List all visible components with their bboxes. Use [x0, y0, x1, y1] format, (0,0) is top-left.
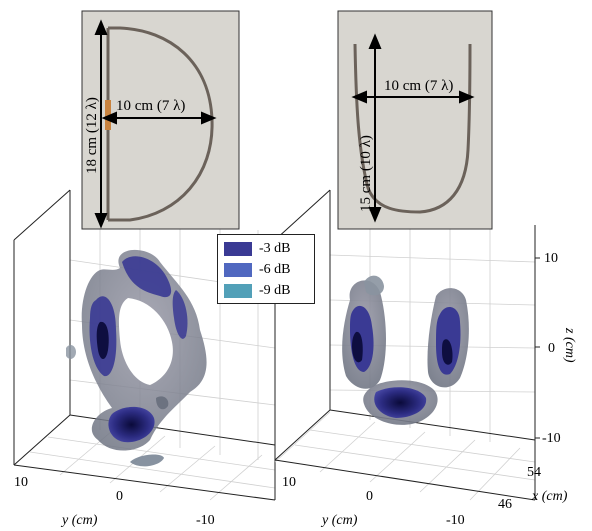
y-axis-right: 10 0 -10 y (cm)	[282, 475, 465, 528]
right-plot-frame	[274, 189, 536, 501]
legend-label-3db: -3 dB	[259, 241, 291, 256]
x-axis: 54 46 x (cm)	[498, 465, 568, 512]
right-wire-u	[353, 43, 472, 214]
right-horizontal-label: 10 cm (7 λ)	[384, 78, 453, 94]
y-tick-right-2: 0	[366, 489, 373, 504]
left-vertical-label: 18 cm (12 λ)	[84, 97, 100, 174]
x-tick-1: 54	[527, 465, 541, 480]
y-tick-left-1: 10	[14, 475, 28, 490]
right-bottom-core	[374, 387, 427, 418]
left-spot-c	[156, 396, 169, 410]
left-horizontal-label: 10 cm (7 λ)	[116, 98, 185, 114]
left-wire-semicircle	[108, 26, 214, 222]
right-arm-left-dark	[352, 331, 363, 363]
z-tick-2: 0	[548, 341, 555, 356]
legend: -3 dB -6 dB -9 dB	[217, 234, 315, 304]
y-tick-left-2: 0	[116, 489, 123, 504]
right-photo-arrows	[351, 33, 475, 223]
y-axis-label-left: y (cm)	[60, 513, 98, 528]
z-tick-3: -10	[542, 431, 561, 446]
left-isosurface	[66, 249, 207, 467]
y-tick-right-3: -10	[446, 513, 465, 528]
legend-swatch-3db	[224, 242, 252, 256]
y-tick-right-1: 10	[282, 475, 296, 490]
y-axis-label-right: y (cm)	[320, 513, 358, 528]
right-top-spot	[364, 275, 384, 296]
legend-swatch-6db	[224, 263, 252, 277]
legend-row-3db: -3 dB	[224, 240, 312, 258]
legend-row-6db: -6 dB	[224, 261, 312, 279]
y-axis-left: 10 0 -10 y (cm)	[14, 475, 215, 528]
left-spot-a	[66, 345, 76, 359]
left-lobe-top	[122, 256, 172, 298]
z-tick-1: 10	[544, 251, 558, 266]
right-vertical-label: 15 cm (10 λ)	[358, 135, 374, 212]
left-photo	[81, 10, 240, 230]
right-photo	[337, 10, 493, 230]
left-lobe-bottom	[108, 406, 155, 443]
right-arm-right-dark	[442, 339, 453, 365]
legend-row-9db: -9 dB	[224, 282, 312, 300]
x-axis-label: x (cm)	[531, 489, 568, 504]
x-tick-2: 46	[498, 497, 512, 512]
left-ring-gap	[118, 298, 173, 385]
left-photo-arrows	[94, 19, 217, 229]
z-axis-label: z (cm)	[562, 327, 577, 363]
z-axis: 10 0 -10 z (cm)	[535, 251, 577, 446]
legend-label-6db: -6 dB	[259, 262, 291, 277]
legend-label-9db: -9 dB	[259, 283, 291, 298]
y-tick-left-3: -10	[196, 513, 215, 528]
legend-swatch-9db	[224, 284, 252, 298]
left-lobe-right	[172, 290, 188, 339]
left-spot-b	[130, 454, 164, 467]
left-core-left	[96, 321, 109, 359]
right-isosurface	[342, 275, 469, 425]
